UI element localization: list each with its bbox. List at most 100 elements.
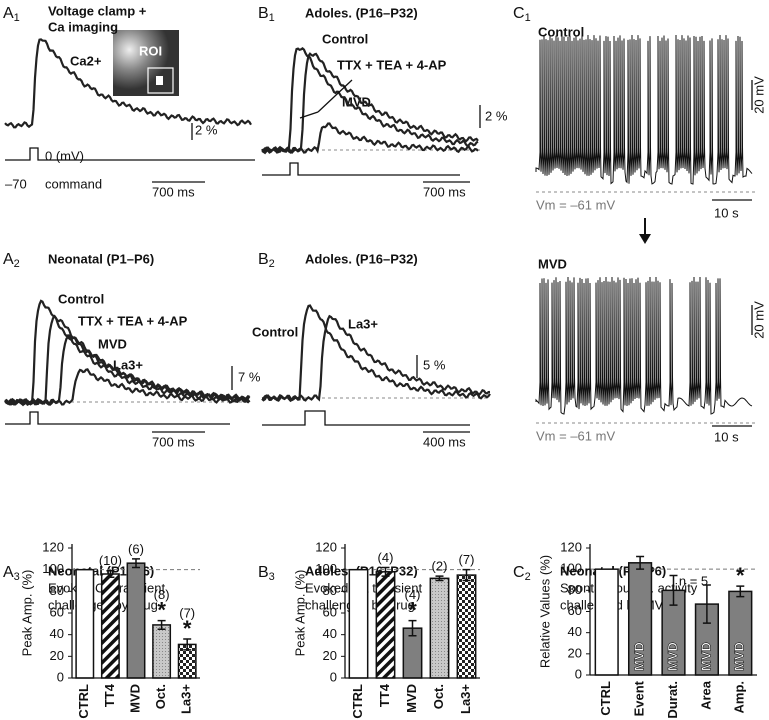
command-step bbox=[262, 162, 460, 176]
n-label: (7) bbox=[179, 605, 195, 620]
bar-label: MVD bbox=[632, 642, 647, 671]
y-tick-label: 40 bbox=[568, 624, 582, 639]
panel-number: 3 bbox=[269, 571, 275, 583]
y-axis-label: Peak Amp. (%) bbox=[19, 570, 34, 657]
panel-number: 2 bbox=[525, 571, 531, 583]
bar-label: MVD bbox=[665, 642, 680, 671]
n-label: (10) bbox=[99, 553, 122, 568]
error-bar bbox=[132, 558, 140, 569]
panel-number: 1 bbox=[269, 12, 275, 24]
trace bbox=[261, 122, 479, 154]
panel-label: C1 bbox=[513, 5, 531, 24]
y-tick-label: 20 bbox=[323, 648, 337, 663]
panel-letter: A bbox=[3, 5, 14, 22]
bar bbox=[594, 568, 619, 676]
command-step bbox=[262, 410, 470, 426]
panel-label: A2 bbox=[3, 251, 20, 270]
text-label: 10 s bbox=[714, 429, 739, 444]
text-label: Control bbox=[252, 324, 298, 339]
panel-number: 2 bbox=[14, 258, 20, 270]
x-tick-label: Oct. bbox=[431, 684, 446, 709]
y-tick-label: 80 bbox=[323, 583, 337, 598]
trace bbox=[4, 38, 252, 129]
text-label: 5 % bbox=[423, 357, 446, 372]
error-bar bbox=[106, 570, 115, 578]
y-tick-label: 0 bbox=[330, 669, 337, 684]
panel-letter: C bbox=[513, 5, 525, 22]
text-label: TTX + TEA + 4-AP bbox=[337, 57, 447, 72]
trace bbox=[261, 47, 479, 155]
panel-label: C2 bbox=[513, 564, 531, 583]
error-bar bbox=[183, 638, 192, 651]
text-label: ROI bbox=[139, 43, 162, 58]
n-label: (8) bbox=[154, 587, 170, 602]
y-tick-label: 60 bbox=[50, 604, 64, 619]
y-tick-label: 0 bbox=[57, 669, 64, 684]
error-bar bbox=[157, 619, 166, 630]
error-bar bbox=[462, 568, 471, 582]
x-tick-label: MVD bbox=[127, 684, 142, 713]
x-tick-label: Amp. bbox=[732, 681, 747, 714]
text-label: Adoles. (P16–P32) bbox=[305, 251, 418, 266]
y-tick-label: 100 bbox=[42, 561, 64, 576]
x-tick-label: Area bbox=[698, 680, 713, 710]
text-label: 0 (mV) bbox=[45, 148, 84, 163]
text-label: La3+ bbox=[113, 357, 143, 372]
y-axis-label: Peak Amp. (%) bbox=[292, 570, 307, 657]
text-label: 10 s bbox=[714, 205, 739, 220]
panel-label: B1 bbox=[258, 5, 275, 24]
n-label: (7) bbox=[459, 552, 475, 567]
trace bbox=[4, 368, 251, 406]
y-axis-label: Relative Values (%) bbox=[537, 555, 552, 668]
text-label: 7 % bbox=[238, 369, 261, 384]
text-label: TTX + TEA + 4-AP bbox=[78, 313, 188, 328]
text-label: Voltage clamp + bbox=[48, 3, 147, 18]
y-tick-label: 80 bbox=[50, 583, 64, 598]
panel-letter: C bbox=[513, 564, 525, 581]
bar bbox=[75, 568, 95, 679]
bar-label: MVD bbox=[698, 642, 713, 671]
panel-label: A3 bbox=[3, 564, 20, 583]
text-label: MVD bbox=[98, 336, 127, 351]
text-label: Control bbox=[58, 291, 104, 306]
text-label: MVD bbox=[538, 256, 567, 271]
y-tick-label: 40 bbox=[323, 626, 337, 641]
text-label: La3+ bbox=[348, 316, 378, 331]
text-label: Control bbox=[538, 24, 584, 39]
error-bar bbox=[435, 575, 444, 582]
command-step bbox=[5, 411, 230, 425]
text-label: 700 ms bbox=[423, 184, 466, 199]
trace bbox=[261, 314, 491, 403]
y-tick-label: 0 bbox=[575, 666, 582, 681]
roi-spot bbox=[156, 76, 163, 85]
trace bbox=[4, 335, 250, 407]
y-tick-label: 60 bbox=[323, 604, 337, 619]
command-step bbox=[5, 147, 255, 161]
error-bar bbox=[408, 619, 417, 637]
x-tick-label: TT4 bbox=[102, 683, 117, 707]
panel-number: 3 bbox=[14, 571, 20, 583]
arrow-head bbox=[639, 234, 651, 244]
inset-image bbox=[113, 30, 179, 96]
x-tick-label: CTRL bbox=[76, 684, 91, 719]
significance: * bbox=[183, 616, 192, 641]
text-label: Control bbox=[322, 31, 368, 46]
y-tick-label: 120 bbox=[315, 539, 337, 554]
panel-number: 1 bbox=[525, 12, 531, 24]
x-tick-label: Event bbox=[632, 680, 647, 716]
error-bar bbox=[669, 574, 678, 606]
x-tick-label: La3+ bbox=[179, 684, 194, 714]
roi-box bbox=[147, 67, 174, 94]
panel-label: A1 bbox=[3, 5, 20, 24]
panel-number: 2 bbox=[269, 258, 275, 270]
spike-train bbox=[535, 277, 753, 415]
y-tick-label: 100 bbox=[560, 561, 582, 576]
panel-letter: B bbox=[258, 251, 269, 268]
text-label: Neonatal (P1–P6) bbox=[48, 251, 154, 266]
x-tick-label: MVD bbox=[404, 684, 419, 713]
y-tick-label: 100 bbox=[315, 561, 337, 576]
error-bar bbox=[636, 555, 645, 570]
n-label: (2) bbox=[432, 559, 448, 574]
panel-label: B3 bbox=[258, 564, 275, 583]
significance: * bbox=[408, 597, 417, 622]
